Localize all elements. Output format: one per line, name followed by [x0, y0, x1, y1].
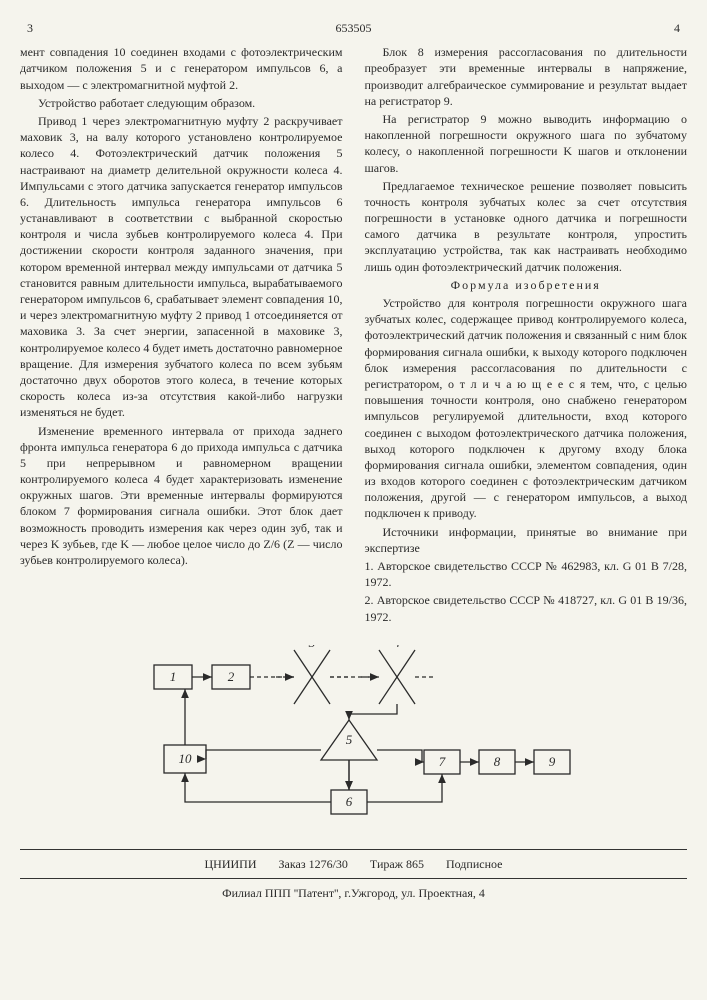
para: Блок 8 измерения рассогласования по длит… [365, 44, 688, 109]
block-diagram: 1 2 3 4 5 6 7 8 9 10 [139, 645, 569, 835]
para: мент совпадения 10 соединен входами с фо… [20, 44, 343, 93]
para: Предлагаемое техническое решение позволя… [365, 178, 688, 275]
svg-text:3: 3 [307, 645, 315, 650]
page-left: 3 [20, 20, 40, 36]
para: Привод 1 через электромагнитную муфту 2 … [20, 113, 343, 421]
doc-number: 653505 [40, 20, 667, 36]
footer-org: ЦНИИПИ [205, 856, 257, 872]
footer-line-2: Филиал ППП ''Патент'', г.Ужгород, ул. Пр… [20, 878, 687, 901]
formula-title: Формула изобретения [365, 277, 688, 293]
para: На регистратор 9 можно выводить информац… [365, 111, 688, 176]
svg-text:2: 2 [227, 669, 234, 684]
footer-order: Заказ 1276/30 [279, 856, 348, 872]
footer-copies: Тираж 865 [370, 856, 424, 872]
svg-text:5: 5 [345, 732, 352, 747]
footer: ЦНИИПИ Заказ 1276/30 Тираж 865 Подписное… [20, 849, 687, 901]
right-column: Блок 8 измерения рассогласования по длит… [365, 44, 688, 627]
footer-branch: Филиал ППП ''Патент'', г.Ужгород, ул. Пр… [222, 886, 485, 900]
source-item: 2. Авторское свидетельство СССР № 418727… [365, 592, 688, 624]
svg-text:6: 6 [345, 794, 352, 809]
svg-text:1: 1 [169, 669, 176, 684]
svg-text:9: 9 [548, 754, 555, 769]
para: Устройство для контроля погрешности окру… [365, 295, 688, 522]
para: Изменение временного интервала от приход… [20, 423, 343, 569]
page-header: 3 653505 4 [20, 20, 687, 36]
footer-sign: Подписное [446, 856, 503, 872]
footer-line-1: ЦНИИПИ Заказ 1276/30 Тираж 865 Подписное [20, 849, 687, 872]
text-columns: мент совпадения 10 соединен входами с фо… [20, 44, 687, 627]
source-item: 1. Авторское свидетельство СССР № 462983… [365, 558, 688, 590]
svg-text:10: 10 [178, 751, 192, 766]
svg-text:7: 7 [438, 754, 445, 769]
page-right: 4 [667, 20, 687, 36]
diagram-svg: 1 2 3 4 5 6 7 8 9 10 [139, 645, 579, 835]
svg-text:4: 4 [393, 645, 400, 650]
svg-text:8: 8 [493, 754, 500, 769]
sources-title: Источники информации, принятые во вниман… [365, 524, 688, 556]
left-column: мент совпадения 10 соединен входами с фо… [20, 44, 343, 627]
para: Устройство работает следующим образом. [20, 95, 343, 111]
